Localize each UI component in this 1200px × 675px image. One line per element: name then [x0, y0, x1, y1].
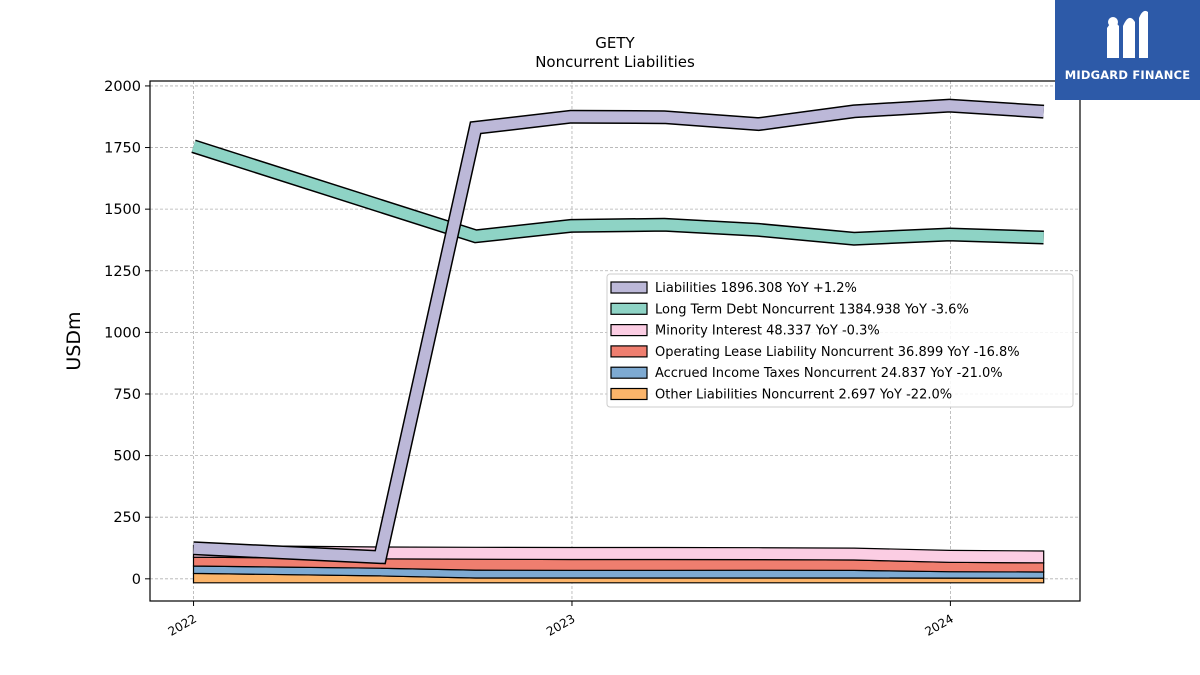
legend-swatch	[610, 387, 648, 401]
y-tick-label: 0	[132, 572, 141, 588]
y-tick-label: 250	[113, 510, 141, 526]
legend-entry: Liabilities 1896.308 YoY +1.2%	[655, 281, 857, 296]
legend-swatch	[610, 302, 648, 315]
y-tick-label: 1750	[104, 141, 141, 157]
legend-entry: Long Term Debt Noncurrent 1384.938 YoY -…	[655, 302, 969, 317]
legend-entry: Minority Interest 48.337 YoY -0.3%	[655, 324, 880, 339]
x-tick-label: 2023	[544, 611, 577, 638]
line-long-term-debt-noncurrent	[191, 141, 1044, 245]
y-tick-label: 750	[113, 387, 141, 403]
legend-entry: Operating Lease Liability Noncurrent 36.…	[655, 345, 1020, 360]
y-tick-label: 1250	[104, 264, 141, 280]
line-liabilities	[193, 100, 1045, 563]
legend-entry: Other Liabilities Noncurrent 2.697 YoY -…	[655, 388, 952, 403]
x-tick-label: 2022	[166, 611, 199, 638]
brand-logo: MIDGARD FINANCE	[1055, 0, 1200, 100]
y-tick-label: 1000	[104, 325, 141, 341]
y-tick-label: 500	[113, 449, 141, 465]
brand-logo-text: MIDGARD FINANCE	[1064, 68, 1191, 82]
brand-mark-icon	[1107, 10, 1148, 59]
y-tick-label: 1500	[104, 202, 141, 218]
legend-swatch	[610, 345, 648, 358]
x-tick-label: 2024	[922, 611, 955, 638]
legend-entry: Accrued Income Taxes Noncurrent 24.837 Y…	[655, 366, 1003, 381]
legend-swatch	[610, 281, 648, 294]
plot-frame	[149, 80, 1081, 602]
area-minority-interest	[192, 544, 1045, 564]
chart-subtitle: Noncurrent Liabilities	[535, 53, 695, 71]
legend-box	[606, 273, 1074, 408]
y-axis-label: USDm	[63, 311, 85, 370]
y-tick-label: 2000	[104, 79, 141, 95]
chart-title: GETY	[595, 34, 635, 52]
legend-swatch	[610, 324, 648, 337]
legend-swatch	[610, 366, 648, 379]
